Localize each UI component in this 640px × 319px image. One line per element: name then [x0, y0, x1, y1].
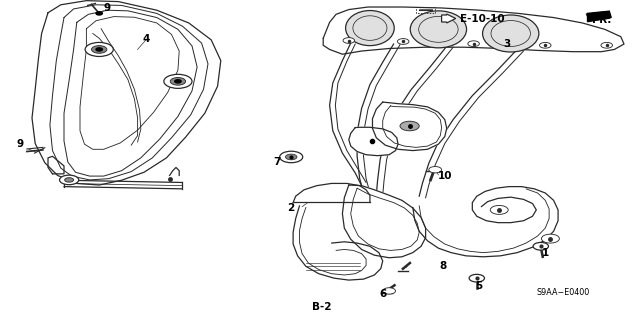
Text: B-2: B-2	[312, 302, 331, 312]
Circle shape	[280, 151, 303, 163]
Circle shape	[175, 80, 181, 83]
Circle shape	[400, 121, 419, 131]
Circle shape	[533, 242, 548, 250]
Text: 1: 1	[541, 248, 549, 258]
Ellipse shape	[483, 15, 539, 52]
Text: 4: 4	[142, 34, 150, 44]
Text: 8: 8	[439, 261, 447, 271]
Text: 7: 7	[273, 157, 280, 167]
Circle shape	[469, 274, 484, 282]
Text: FR.: FR.	[592, 15, 611, 25]
Circle shape	[85, 42, 113, 56]
Circle shape	[92, 46, 107, 53]
Circle shape	[343, 38, 355, 43]
Circle shape	[601, 42, 612, 48]
Polygon shape	[342, 185, 426, 258]
Circle shape	[96, 48, 102, 51]
Text: 10: 10	[438, 171, 452, 181]
Polygon shape	[372, 102, 447, 151]
Polygon shape	[32, 1, 221, 185]
Circle shape	[490, 205, 508, 214]
Circle shape	[429, 167, 442, 173]
Polygon shape	[323, 7, 624, 54]
Text: 2: 2	[287, 203, 295, 213]
Polygon shape	[357, 44, 400, 193]
Ellipse shape	[410, 11, 467, 48]
Polygon shape	[330, 43, 366, 186]
Circle shape	[60, 175, 79, 185]
Polygon shape	[293, 183, 370, 203]
Text: 9: 9	[104, 3, 111, 13]
Polygon shape	[48, 156, 64, 174]
Circle shape	[468, 41, 479, 47]
Circle shape	[383, 288, 396, 294]
Circle shape	[397, 39, 409, 44]
Text: 9: 9	[17, 139, 24, 149]
Polygon shape	[376, 46, 453, 195]
FancyArrow shape	[442, 14, 456, 23]
Text: E-10-10: E-10-10	[460, 13, 504, 24]
Text: S9AA−E0400: S9AA−E0400	[536, 288, 589, 297]
Circle shape	[285, 154, 297, 160]
Text: 6: 6	[379, 289, 387, 299]
Circle shape	[164, 74, 192, 88]
Ellipse shape	[346, 11, 394, 46]
FancyArrow shape	[586, 11, 610, 21]
Circle shape	[65, 178, 74, 182]
Polygon shape	[349, 127, 398, 156]
Polygon shape	[419, 49, 524, 198]
Polygon shape	[588, 11, 611, 22]
Circle shape	[96, 12, 102, 15]
Circle shape	[540, 42, 551, 48]
Circle shape	[170, 78, 186, 85]
Circle shape	[541, 234, 559, 243]
Text: 3: 3	[503, 39, 511, 49]
Text: 5: 5	[475, 280, 483, 291]
